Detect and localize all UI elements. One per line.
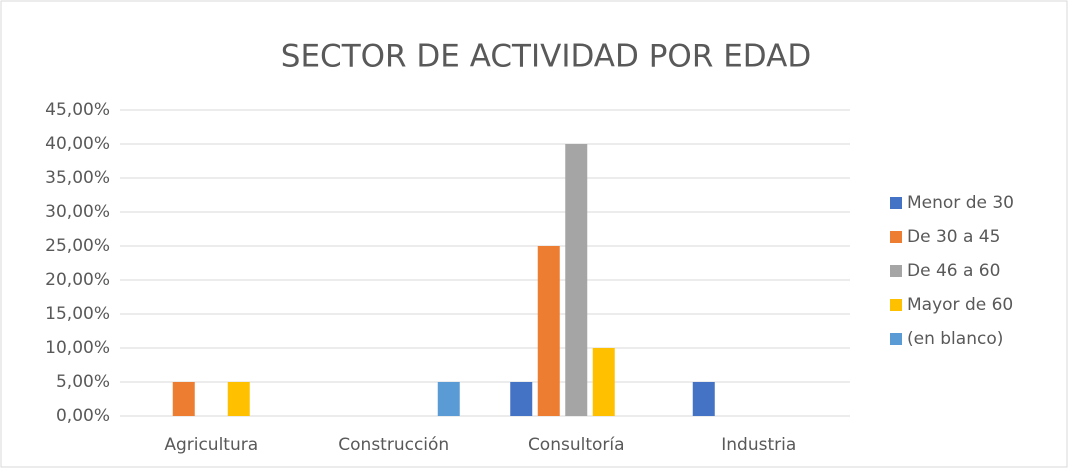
bar	[227, 382, 250, 416]
y-tick-label: 5,00%	[56, 372, 110, 392]
x-tick-label: Industria	[721, 435, 796, 455]
legend-swatch	[890, 197, 902, 209]
legend-label: Mayor de 60	[907, 295, 1013, 315]
y-tick-label: 35,00%	[45, 168, 110, 188]
bar	[592, 348, 615, 416]
y-tick-label: 40,00%	[45, 134, 110, 154]
legend-swatch	[890, 231, 902, 243]
bar	[537, 246, 560, 416]
bar	[437, 382, 460, 416]
bar	[565, 144, 588, 416]
legend-swatch	[890, 299, 902, 311]
legend-label: (en blanco)	[907, 329, 1003, 349]
bar	[510, 382, 533, 416]
y-tick-label: 25,00%	[45, 236, 110, 256]
legend-swatch	[890, 333, 902, 345]
bar	[692, 382, 715, 416]
x-tick-label: Consultoría	[528, 435, 625, 455]
x-tick-label: Construcción	[338, 435, 449, 455]
y-tick-label: 10,00%	[45, 338, 110, 358]
legend-swatch	[890, 265, 902, 277]
chart-title: SECTOR DE ACTIVIDAD POR EDAD	[281, 39, 811, 75]
y-tick-label: 30,00%	[45, 202, 110, 222]
x-tick-label: Agricultura	[164, 435, 258, 455]
legend-label: De 46 a 60	[907, 261, 1000, 281]
y-tick-label: 15,00%	[45, 304, 110, 324]
y-tick-label: 45,00%	[45, 100, 110, 120]
legend-label: Menor de 30	[907, 193, 1014, 213]
y-tick-label: 0,00%	[56, 406, 110, 426]
y-tick-label: 20,00%	[45, 270, 110, 290]
bar	[172, 382, 195, 416]
legend-label: De 30 a 45	[907, 227, 1000, 247]
